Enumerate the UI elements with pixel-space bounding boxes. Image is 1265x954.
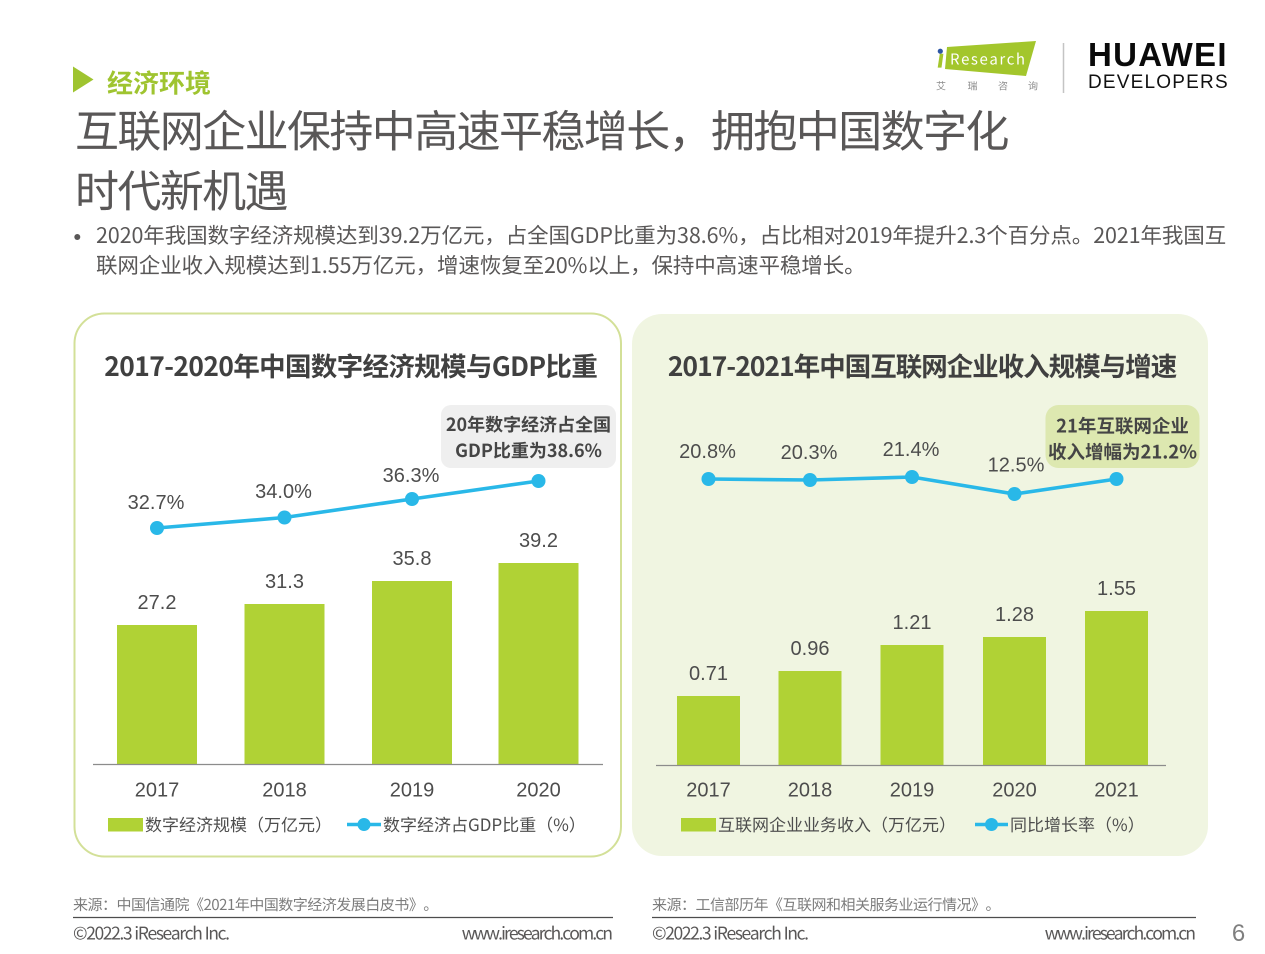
svg-text:6: 6 [1232,920,1245,947]
svg-text:1.55: 1.55 [1097,578,1136,600]
svg-text:0.71: 0.71 [689,663,728,685]
svg-text:36.3%: 36.3% [383,465,440,487]
svg-text:34.0%: 34.0% [255,481,312,503]
svg-text:2019: 2019 [890,780,935,802]
svg-text:20.8%: 20.8% [679,441,736,463]
svg-text:20.3%: 20.3% [781,442,838,464]
svg-text:HUAWEI: HUAWEI [1088,36,1228,73]
svg-text:21.4%: 21.4% [883,439,940,461]
svg-text:39.2: 39.2 [519,530,558,552]
svg-text:2019: 2019 [390,780,435,802]
svg-text:2021: 2021 [1094,780,1139,802]
svg-text:2017: 2017 [686,780,731,802]
svg-text:31.3: 31.3 [265,571,304,593]
svg-text:2018: 2018 [262,780,307,802]
svg-text:27.2: 27.2 [138,592,177,614]
svg-text:2020: 2020 [992,780,1037,802]
svg-text:0.96: 0.96 [791,638,830,660]
svg-text:1.28: 1.28 [995,604,1034,626]
svg-text:DEVELOPERS: DEVELOPERS [1088,72,1229,93]
svg-text:2020: 2020 [516,780,561,802]
svg-text:32.7%: 32.7% [128,492,185,514]
svg-text:1.21: 1.21 [893,612,932,634]
svg-text:2017: 2017 [135,780,180,802]
svg-text:12.5%: 12.5% [988,455,1045,477]
svg-text:35.8: 35.8 [393,548,432,570]
svg-text:2018: 2018 [788,780,833,802]
